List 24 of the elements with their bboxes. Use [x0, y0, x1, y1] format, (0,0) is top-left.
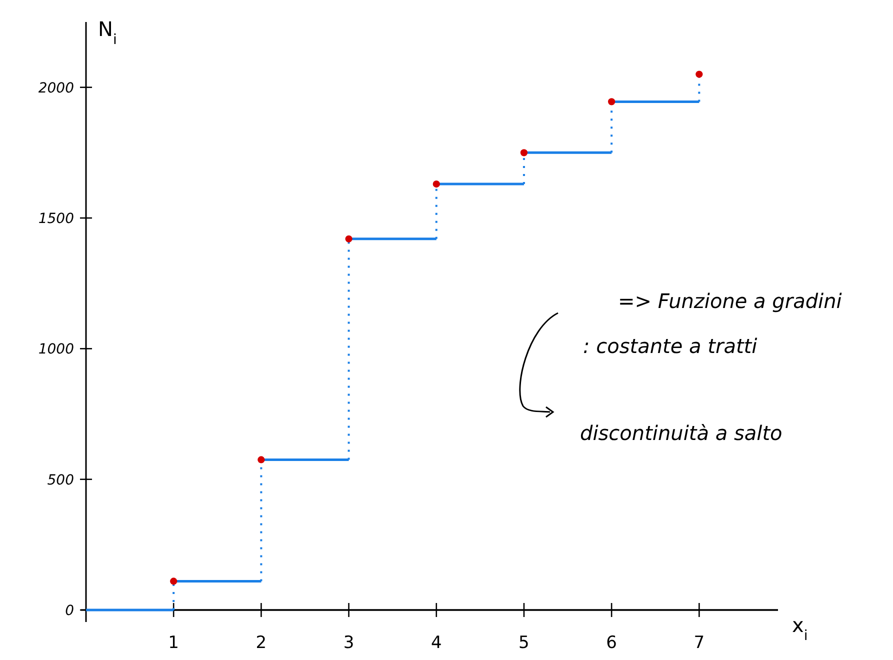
point [258, 456, 265, 464]
y-tick-label: 500 [47, 472, 74, 488]
annotation: => Funzione a gradini [618, 289, 842, 313]
y-tick-label: 0 [65, 603, 74, 619]
point [608, 98, 616, 106]
y-tick-label: 1500 [38, 211, 74, 227]
x-tick-label: 7 [694, 633, 705, 653]
y-tick-label: 2000 [38, 80, 74, 96]
x-tick-label: 4 [430, 633, 442, 653]
x-tick-label: 2 [256, 633, 267, 653]
point [696, 70, 703, 78]
point [520, 149, 528, 156]
point [432, 180, 440, 188]
annotation: : costante a tratti [583, 334, 758, 358]
x-tick-label: 6 [606, 633, 617, 653]
point [170, 578, 178, 585]
x-tick-label: 5 [518, 633, 530, 653]
point [345, 235, 352, 242]
y-tick-label: 1000 [38, 342, 74, 358]
x-axis-title: x$_{i}$ [792, 613, 808, 644]
x-tick-label: 1 [168, 633, 180, 653]
annotation: discontinuità a salto [580, 421, 782, 445]
x-tick-label: 3 [343, 633, 354, 653]
y-axis-title: N$_{i}$ [98, 17, 117, 48]
